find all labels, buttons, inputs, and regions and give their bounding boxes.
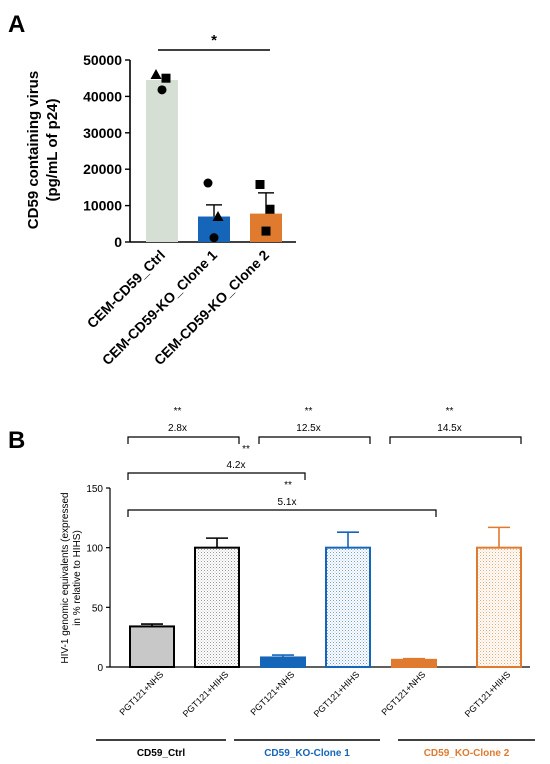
y-axis-label-a: CD59 containing virus (pg/mL of p24): [25, 71, 61, 229]
y-tick-label-b: 100: [86, 544, 103, 555]
comparison-bracket-b: [127, 472, 306, 480]
bar-a: [146, 80, 178, 243]
bar-b: [476, 546, 522, 669]
data-point-a: [157, 85, 167, 95]
bar-b: [129, 625, 175, 669]
comparison-fold-b: 12.5x: [296, 423, 320, 434]
x-tick-label-b: PGT121+HIHS: [463, 669, 513, 719]
comparison-fold-b: 5.1x: [278, 497, 297, 508]
bar-b: [194, 546, 240, 669]
data-point-a: [161, 73, 171, 83]
data-point-a: [203, 178, 213, 188]
y-axis-label-b: HIV-1 genomic equivalents (expressedin %…: [60, 492, 83, 663]
comparison-bracket-b: [258, 436, 371, 444]
group-label-b: CD59_Ctrl: [137, 748, 186, 759]
bar-b: [325, 546, 371, 669]
y-tick-label-b: 150: [86, 484, 103, 495]
comparison-stars-b: **: [305, 406, 313, 417]
group-label-b: CD59_KO-Clone 1: [264, 748, 350, 759]
x-tick-label-b: PGT121+NHS: [248, 669, 296, 717]
chart-panel-a: 0 10000 20000 30000 40000 50000 CD59 containin…: [25, 32, 296, 368]
comparison-stars-b: **: [284, 480, 292, 491]
x-tick-label-b: PGT121+NHS: [379, 669, 427, 717]
comparison-stars-b: **: [446, 406, 454, 417]
comparison-fold-b: 2.8x: [168, 423, 187, 434]
y-tick-label-b: 50: [92, 603, 104, 614]
data-point-a: [209, 233, 219, 243]
comparison-stars-b: **: [174, 406, 182, 417]
data-point-a: [212, 211, 224, 222]
comparison-stars-b: **: [242, 444, 250, 455]
comparison-fold-b: 14.5x: [437, 423, 461, 434]
x-tick-label-b: PGT121+HIHS: [312, 669, 362, 719]
comparison-fold-b: 4.2x: [227, 460, 246, 471]
data-point-a: [261, 226, 271, 236]
comparison-bracket-b: [127, 436, 240, 444]
y-tick-label-b: 0: [97, 663, 103, 674]
significance-star-a: *: [211, 32, 217, 49]
bar-b: [391, 658, 437, 669]
y-tick-label-a: 0: [114, 234, 122, 250]
comparison-bracket-b: [127, 509, 437, 517]
group-label-b: CD59_KO-Clone 2: [424, 748, 510, 759]
x-tick-label-b: PGT121+HIHS: [181, 669, 231, 719]
bar-b: [260, 656, 306, 668]
y-tick-label-a: 10000: [83, 198, 122, 214]
y-tick-label-a: 30000: [83, 125, 122, 141]
y-tick-label-a: 40000: [83, 88, 122, 104]
y-tick-label-a: 20000: [83, 161, 122, 177]
y-tick-label-a: 50000: [83, 52, 122, 68]
comparison-bracket-b: [389, 436, 522, 444]
panel-label-a: A: [8, 11, 25, 38]
x-tick-label-b: PGT121+NHS: [117, 669, 165, 717]
data-point-a: [150, 69, 162, 80]
data-point-a: [265, 204, 275, 214]
panel-label-b: B: [8, 427, 25, 454]
data-point-a: [255, 179, 265, 189]
